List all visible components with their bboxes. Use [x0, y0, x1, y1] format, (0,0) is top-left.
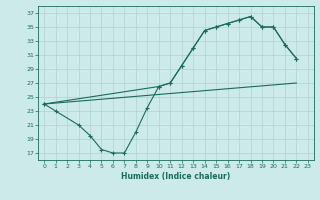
- X-axis label: Humidex (Indice chaleur): Humidex (Indice chaleur): [121, 172, 231, 181]
